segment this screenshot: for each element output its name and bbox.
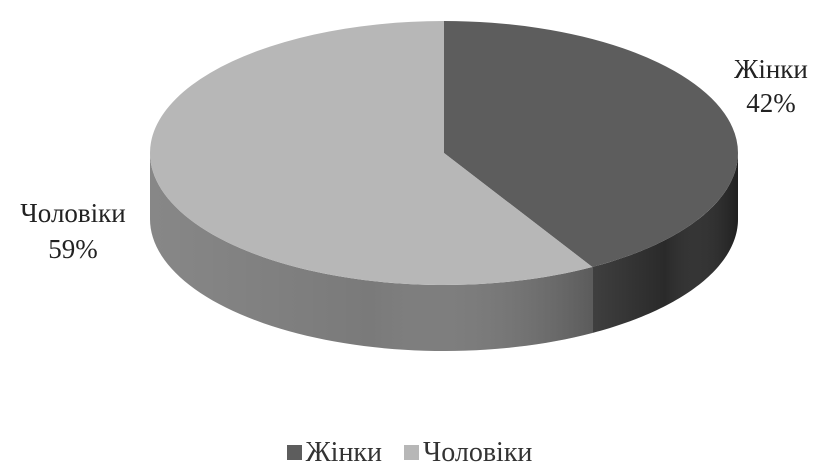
legend-swatch-zhinky xyxy=(286,445,302,460)
slice-side-shade-choloviky xyxy=(150,153,593,351)
legend-label-choloviky: Чоловіки xyxy=(423,436,533,468)
slice-choloviky xyxy=(149,21,593,285)
legend: Жінки Чоловіки xyxy=(0,436,819,469)
slice-side-shade-zhinky xyxy=(592,153,738,333)
slice-label-name-zhinky: Жінки xyxy=(734,54,808,84)
slice-label-value-choloviky: 59% xyxy=(48,234,98,264)
legend-swatch-choloviky xyxy=(404,445,420,460)
slice-zhinky xyxy=(444,21,738,267)
pie-tops xyxy=(149,21,738,285)
legend-item-choloviky: Чоловіки xyxy=(404,437,532,469)
data-labels: Жінки 42% Чоловіки 59% xyxy=(20,54,808,264)
slice-label-name-choloviky: Чоловіки xyxy=(20,198,125,228)
legend-label-zhinky: Жінки xyxy=(305,436,383,468)
slice-label-value-zhinky: 42% xyxy=(746,88,796,118)
legend-item-zhinky: Жінки xyxy=(286,436,383,469)
pie-sides xyxy=(150,153,738,351)
